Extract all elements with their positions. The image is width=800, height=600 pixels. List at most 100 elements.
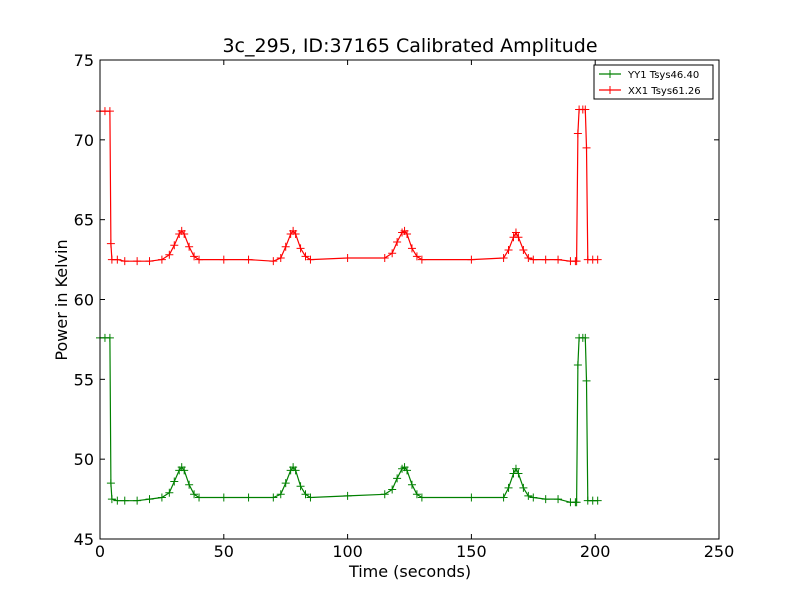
data-point (403, 466, 412, 475)
data-point (106, 239, 115, 248)
data-point (219, 493, 228, 502)
data-point (573, 129, 582, 138)
data-point (380, 490, 389, 499)
data-point (276, 490, 285, 499)
legend-marker (606, 86, 614, 94)
data-point (529, 493, 538, 502)
x-tick-label: 100 (332, 542, 363, 561)
y-tick-label: 60 (74, 291, 94, 310)
legend: YY1 Tsys46.40 XX1 Tsys61.26 (593, 64, 714, 100)
data-point (417, 493, 426, 502)
x-tick-label: 200 (580, 542, 611, 561)
data-point (514, 469, 523, 478)
data-point (524, 491, 533, 500)
data-point (582, 143, 591, 152)
data-point (529, 255, 538, 264)
data-point (190, 490, 199, 499)
x-tick-label: 0 (95, 542, 105, 561)
data-point (417, 255, 426, 264)
data-point (296, 482, 305, 491)
data-point (133, 496, 142, 505)
data-point (541, 255, 550, 264)
series-0 (96, 333, 602, 507)
y-tick-label: 70 (74, 131, 94, 150)
data-point (572, 498, 581, 507)
data-point (581, 105, 590, 114)
data-point (582, 376, 591, 385)
data-point (276, 253, 285, 262)
axes-frame (99, 59, 720, 540)
data-point (407, 244, 416, 253)
legend-label: YY1 Tsys46.40 (627, 70, 699, 81)
y-tick-label: 50 (74, 450, 94, 469)
data-point (412, 252, 421, 261)
legend-box (593, 64, 714, 100)
data-point (519, 483, 528, 492)
data-point (195, 255, 204, 264)
data-point (412, 490, 421, 499)
x-tick-label: 250 (704, 542, 735, 561)
series-line (100, 108, 598, 262)
data-point (343, 491, 352, 500)
data-point (190, 252, 199, 261)
data-point (593, 496, 602, 505)
data-point (511, 228, 520, 237)
data-point (106, 479, 115, 488)
y-axis-title: Power in Kelvin (52, 239, 71, 360)
data-point (105, 333, 114, 342)
data-point (281, 242, 290, 251)
data-point (301, 490, 310, 499)
data-point (244, 255, 253, 264)
data-point (593, 255, 602, 264)
data-point (281, 479, 290, 488)
data-point (244, 493, 253, 502)
series-1 (96, 105, 602, 266)
data-point (306, 255, 315, 264)
data-point (572, 257, 581, 266)
data-point (170, 477, 179, 486)
data-point (291, 230, 300, 239)
data-point (519, 246, 528, 255)
data-point (541, 495, 550, 504)
data-point (107, 495, 116, 504)
y-tick-label: 75 (74, 51, 94, 70)
y-tick-label: 45 (74, 530, 94, 549)
data-point (180, 230, 189, 239)
data-point (306, 493, 315, 502)
data-point (581, 333, 590, 342)
data-point (157, 493, 166, 502)
data-point (269, 493, 278, 502)
data-point (388, 249, 397, 258)
data-point (393, 474, 402, 483)
data-point (296, 244, 305, 253)
data-point (499, 253, 508, 262)
data-point (291, 466, 300, 475)
data-point (170, 241, 179, 250)
data-point (343, 253, 352, 262)
data-point (554, 255, 563, 264)
y-tick-label: 55 (74, 370, 94, 389)
data-point (511, 464, 520, 473)
data-point (504, 483, 513, 492)
data-point (157, 255, 166, 264)
data-point (113, 496, 122, 505)
data-point (120, 496, 129, 505)
data-point (165, 488, 174, 497)
data-point (524, 253, 533, 262)
data-point (407, 480, 416, 489)
data-point (219, 255, 228, 264)
data-point (403, 230, 412, 239)
data-point (113, 255, 122, 264)
data-point (120, 257, 129, 266)
data-point (393, 238, 402, 247)
data-point (105, 107, 114, 116)
data-point (165, 250, 174, 259)
data-point (380, 253, 389, 262)
data-point (145, 495, 154, 504)
legend-marker (606, 70, 614, 78)
data-point (388, 485, 397, 494)
x-axis-title: Time (seconds) (348, 562, 471, 581)
data-point (195, 493, 204, 502)
data-point (514, 233, 523, 242)
